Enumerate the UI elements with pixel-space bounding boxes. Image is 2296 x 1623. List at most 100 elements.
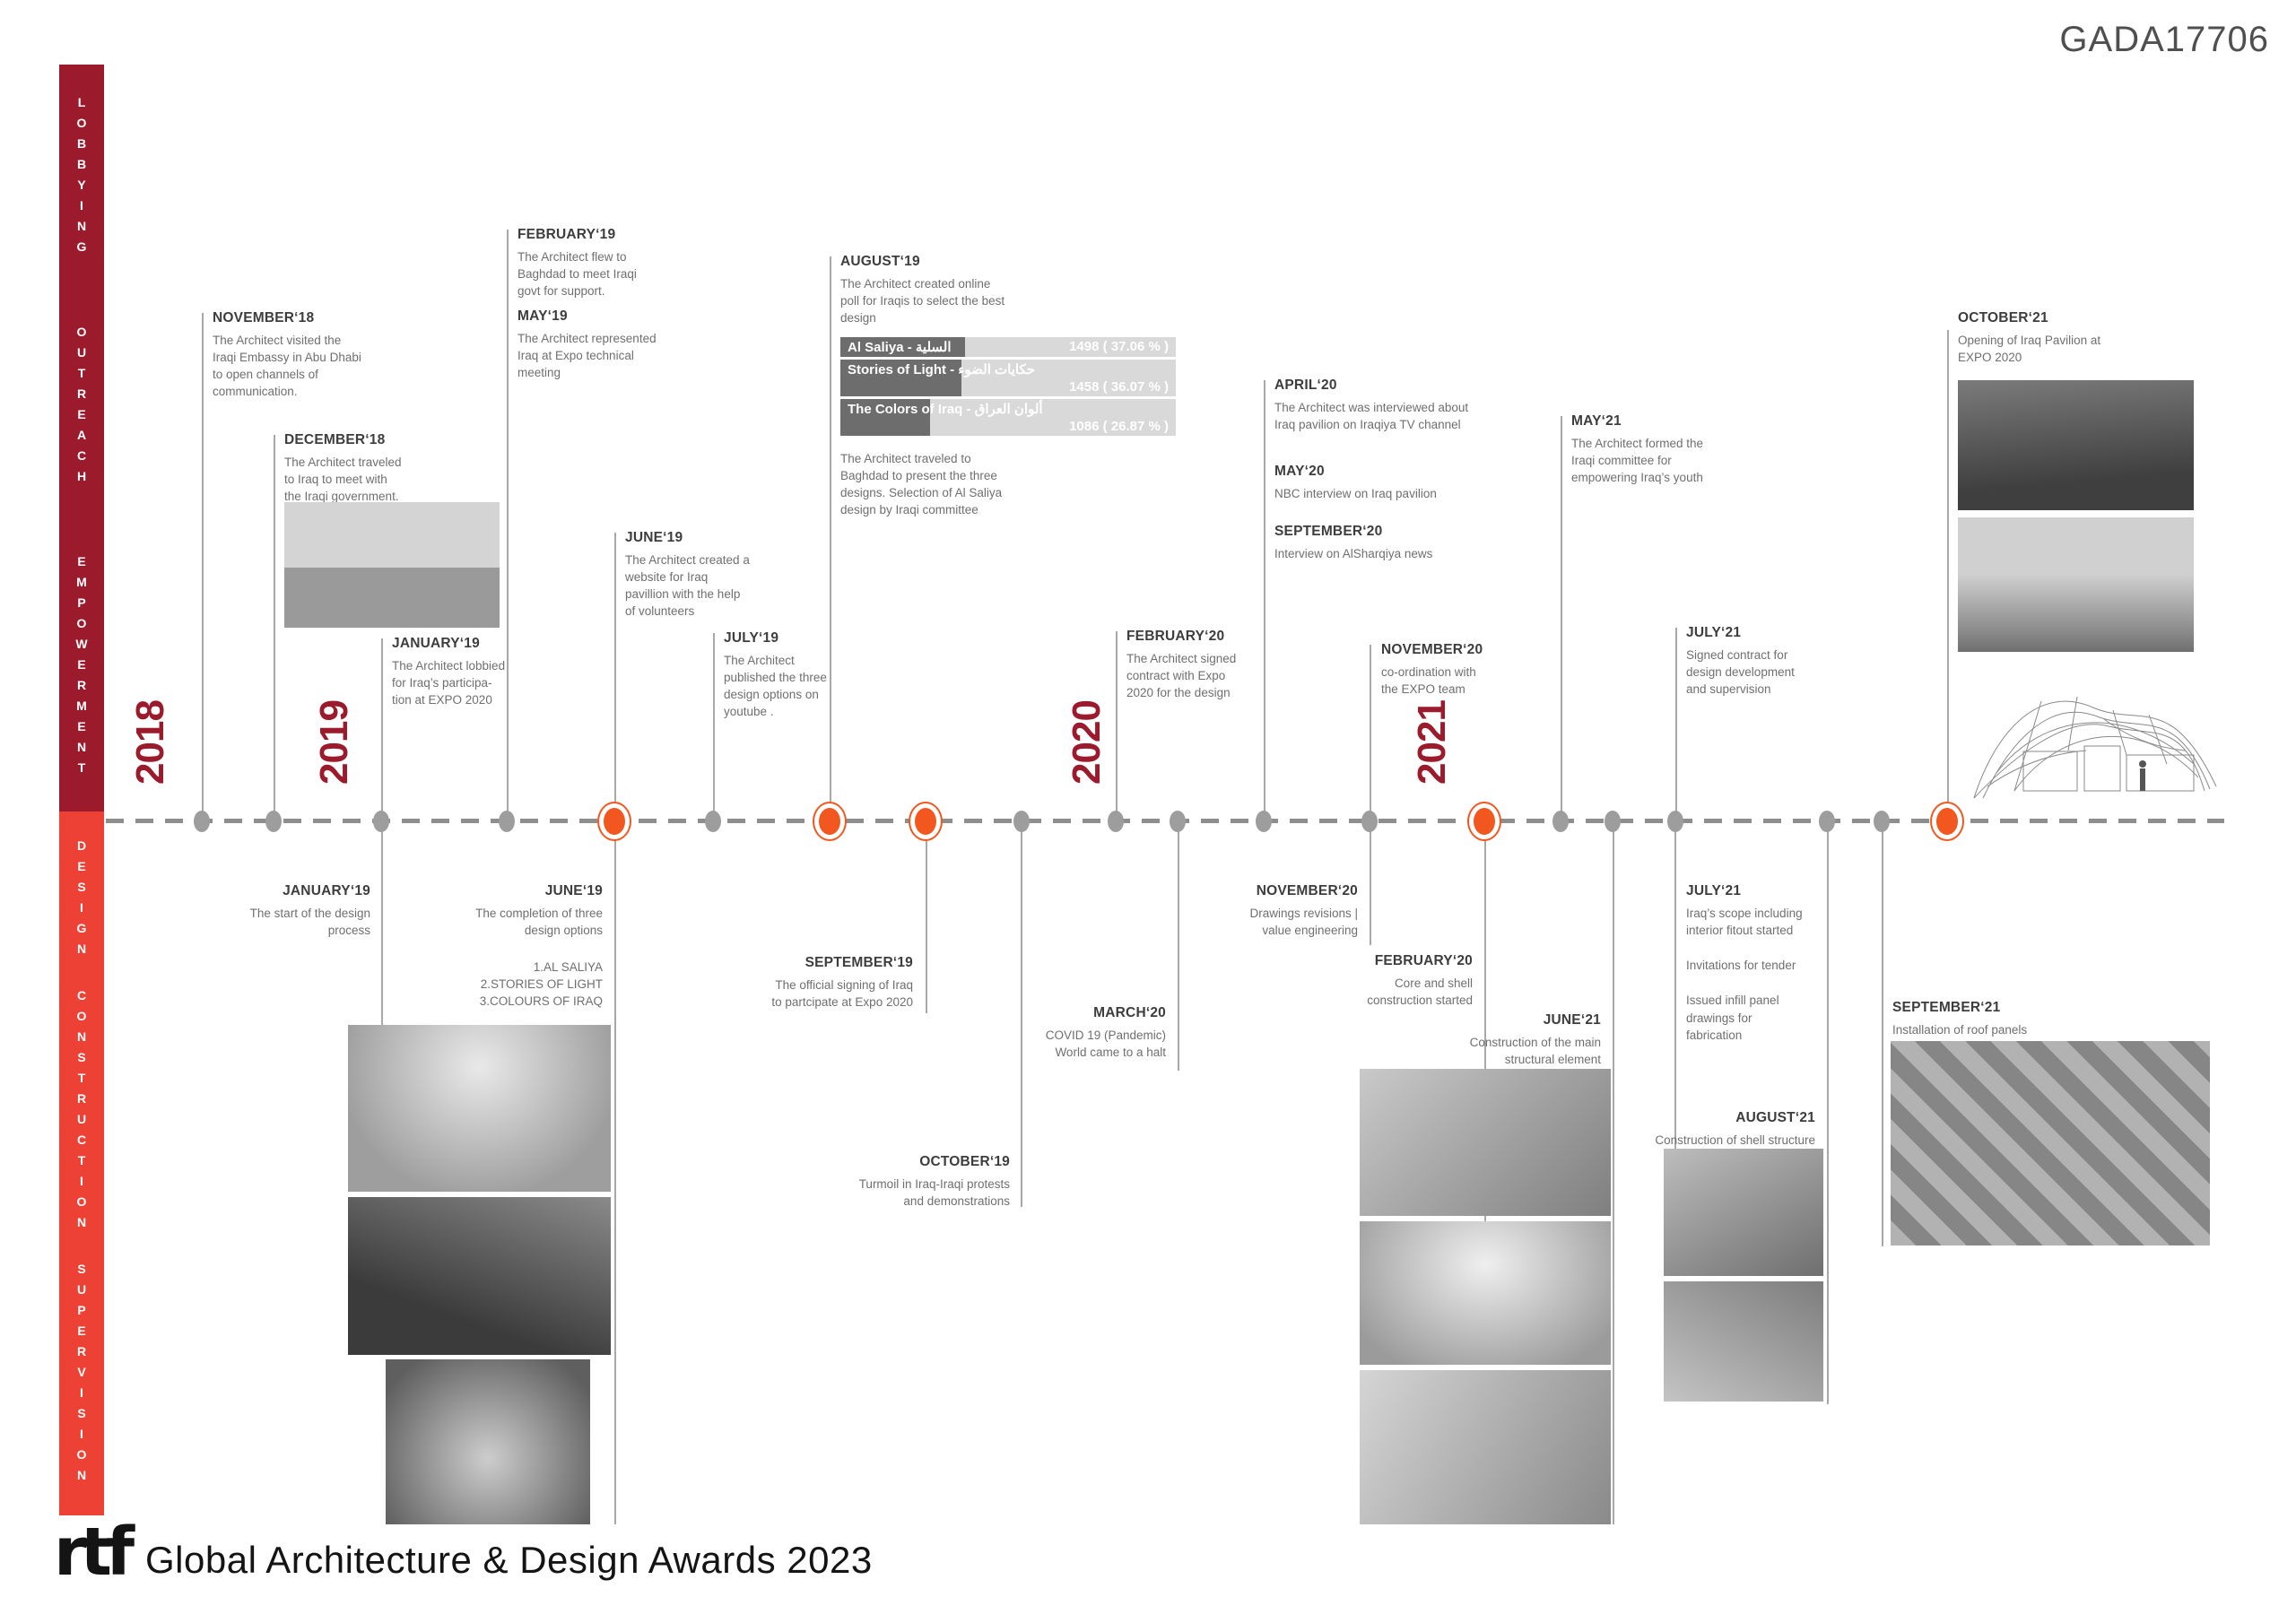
event-october-21: OCTOBER‘21 Opening of Iraq Pavilion at E… xyxy=(1958,310,2173,366)
timeline-dot-gray xyxy=(1667,811,1683,832)
event-body: Turmoil in Iraq-Iraqi protests and demon… xyxy=(858,1177,1010,1209)
timeline-dot-gray xyxy=(1552,811,1569,832)
event-november-20-top: NOVEMBER‘20 co-ordination with the EXPO … xyxy=(1381,642,1538,698)
timeline-stem xyxy=(274,435,275,821)
event-december-18: DECEMBER‘18 The Architect traveled to Ir… xyxy=(284,432,450,505)
event-body: co-ordination with the EXPO team xyxy=(1381,665,1476,697)
phase-bar-bottom: DESIGN CONSTRUCTION SUPERVISION xyxy=(59,812,104,1515)
timeline-dot-orange xyxy=(1936,808,1958,835)
event-body: Installation of roof panels xyxy=(1892,1023,2028,1037)
timeline-dot-orange xyxy=(604,808,625,835)
phase-label-outreach: OUTREACH xyxy=(74,325,89,490)
timeline-stem xyxy=(1675,628,1677,821)
event-title: MAY‘21 xyxy=(1571,413,1622,429)
poll-bar-fill xyxy=(840,337,965,357)
timeline-stem xyxy=(1370,645,1371,821)
event-body: The Architect was interviewed about Iraq… xyxy=(1274,401,1469,432)
event-body: Construction of shell structure xyxy=(1655,1133,1815,1147)
event-title: MAY‘20 xyxy=(1274,464,1325,479)
event-title: OCTOBER‘21 xyxy=(1958,310,2048,325)
photo-pavilion-exterior-flag xyxy=(1958,517,2194,652)
event-body: The Architect traveled to Baghdad to pre… xyxy=(840,452,1003,517)
timeline-stem xyxy=(614,533,616,821)
poll-value: 1458 ( 36.07 % ) xyxy=(1069,379,1169,395)
photo-design-option-stories-of-light xyxy=(348,1197,611,1355)
event-january-19-top: JANUARY‘19 The Architect lobbied for Ira… xyxy=(392,636,526,708)
event-body: The Architect created online poll for Ir… xyxy=(840,277,1005,325)
event-august-19: AUGUST‘19 The Architect created online p… xyxy=(840,254,1038,326)
event-title: JUNE‘19 xyxy=(544,883,603,898)
timeline-dot-gray xyxy=(1874,811,1890,832)
event-june-21-bottom: JUNE‘21 Construction of the main structu… xyxy=(1422,1012,1601,1068)
poll-row-al-saliya: Al Saliya - السلية 1498 ( 37.06 % ) xyxy=(840,337,1176,357)
event-title: JULY‘19 xyxy=(724,630,779,646)
timeline-stem xyxy=(1116,631,1118,821)
timeline-dot-gray xyxy=(705,811,721,832)
timeline-dot-gray xyxy=(1605,811,1621,832)
event-body: Invitations for tender xyxy=(1686,959,1796,973)
phase-bar-top: LOBBYING OUTREACH EMPOWERMENT xyxy=(59,65,104,812)
phase-label-lobbying: LOBBYING xyxy=(74,95,89,260)
event-may-21: MAY‘21 The Architect formed the Iraqi co… xyxy=(1571,413,1746,486)
event-body: Construction of the main structural elem… xyxy=(1469,1036,1601,1067)
event-title: SEPTEMBER‘21 xyxy=(1892,1000,2001,1015)
event-june-19-design-list: 1.AL SALIYA 2.STORIES OF LIGHT 3.COLOURS… xyxy=(423,959,603,1010)
timeline-dot-orange xyxy=(915,808,936,835)
photo-design-option-colours-of-iraq xyxy=(386,1359,590,1524)
event-title: SEPTEMBER‘20 xyxy=(1274,524,1383,539)
event-november-18: NOVEMBER‘18 The Architect visited the Ir… xyxy=(213,310,378,401)
submission-code: GADA17706 xyxy=(2059,20,2269,59)
timeline-dot-gray xyxy=(499,811,515,832)
timeline-stem xyxy=(507,230,509,821)
footer-award-title: Global Architecture & Design Awards 2023 xyxy=(145,1539,873,1581)
timeline-stem xyxy=(713,633,715,821)
event-march-20-bottom: MARCH‘20 COVID 19 (Pandemic) World came … xyxy=(996,1005,1166,1061)
timeline-dot-orange xyxy=(819,808,840,835)
event-may-20: MAY‘20 NBC interview on Iraq pavilion xyxy=(1274,464,1544,502)
event-title: DECEMBER‘18 xyxy=(284,432,386,447)
phase-label-empowerment: EMPOWERMENT xyxy=(74,554,89,781)
event-november-20-bottom: NOVEMBER‘20 Drawings revisions | value e… xyxy=(1196,883,1358,939)
poll-row-stories-of-light: Stories of Light - حكايات الضوء 1458 ( 3… xyxy=(840,360,1176,396)
event-february-20-bottom: FEBRUARY‘20 Core and shell construction … xyxy=(1311,953,1473,1009)
photo-structural-lattice xyxy=(1360,1069,1611,1216)
event-title: APRIL‘20 xyxy=(1274,378,1337,393)
timeline-dot-gray xyxy=(1256,811,1272,832)
timeline-stem xyxy=(1561,416,1562,821)
timeline-stem xyxy=(1021,821,1022,1207)
event-body: The Architect traveled to Iraq to meet w… xyxy=(284,456,402,504)
event-september-21-bottom: SEPTEMBER‘21 Installation of roof panels xyxy=(1892,1000,2108,1038)
event-body: COVID 19 (Pandemic) World came to a halt xyxy=(1045,1028,1166,1060)
year-2020: 2020 xyxy=(1065,700,1109,785)
event-may-19: MAY‘19 The Architect represented Iraq at… xyxy=(517,308,688,381)
event-body: The Architect visited the Iraqi Embassy … xyxy=(213,334,361,399)
timeline-stem xyxy=(1674,821,1676,1252)
timeline-stem xyxy=(830,256,831,821)
timeline-dot-gray xyxy=(1013,811,1030,832)
event-body: The start of the design process xyxy=(249,907,370,938)
photo-steel-frame-construction xyxy=(1360,1370,1611,1524)
event-january-19-bottom: JANUARY‘19 The start of the design proce… xyxy=(200,883,370,939)
timeline-stem xyxy=(202,313,204,821)
event-title: FEBRUARY‘19 xyxy=(517,227,616,242)
phase-label-design: DESIGN xyxy=(74,838,89,962)
timeline-dot-gray xyxy=(1108,811,1124,832)
timeline-dot-gray xyxy=(1361,811,1378,832)
event-title: MAY‘19 xyxy=(517,308,568,324)
event-title: SEPTEMBER‘19 xyxy=(804,955,913,970)
timeline-dot-gray xyxy=(1819,811,1835,832)
timeline-stem xyxy=(614,821,616,1524)
photo-roof-panels xyxy=(1891,1041,2210,1245)
event-title: JUNE‘21 xyxy=(1543,1012,1601,1028)
event-body: The Architect formed the Iraqi committee… xyxy=(1571,437,1704,485)
event-body: Core and shell construction started xyxy=(1367,976,1473,1008)
event-august-21-bottom: AUGUST‘21 Construction of shell structur… xyxy=(1654,1110,1815,1149)
event-title: AUGUST‘19 xyxy=(840,254,920,269)
event-body: Signed contract for design development a… xyxy=(1686,648,1795,697)
event-body: The official signing of Iraq to partcipa… xyxy=(771,978,913,1010)
timeline-stem xyxy=(1613,821,1614,1524)
event-september-19-bottom: SEPTEMBER‘19 The official signing of Ira… xyxy=(734,955,913,1011)
event-title: JUNE‘19 xyxy=(625,530,683,545)
event-body: Drawings revisions | value engineering xyxy=(1249,907,1358,938)
event-title: FEBRUARY‘20 xyxy=(1374,953,1473,968)
